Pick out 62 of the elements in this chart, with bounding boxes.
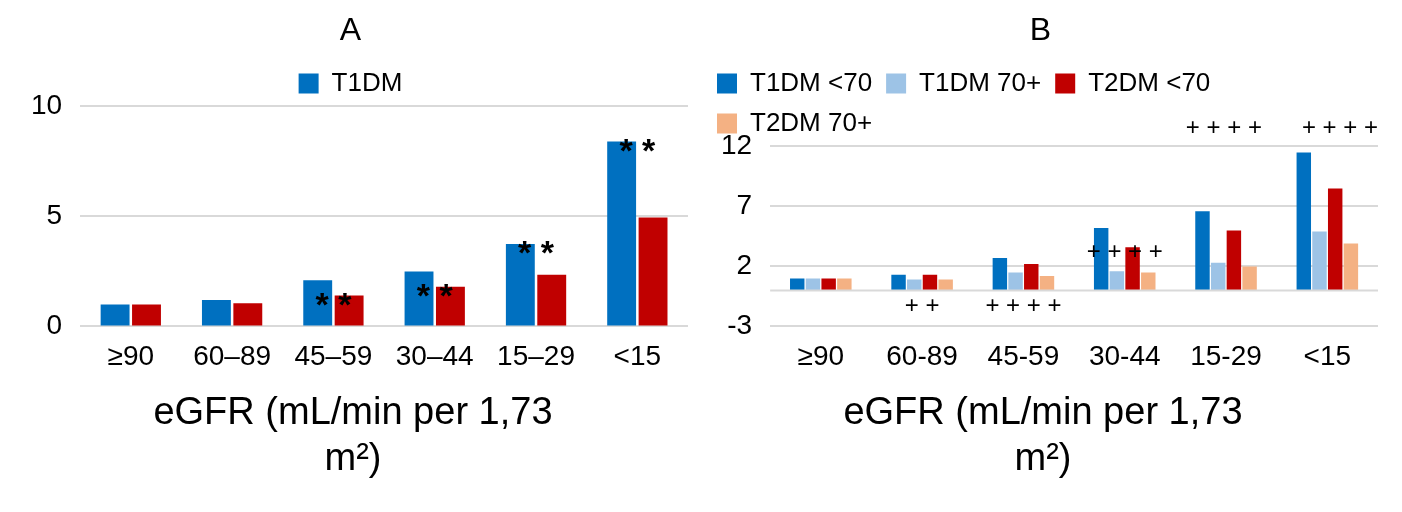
- x-axis-title: eGFR (mL/min per 1,73 m²): [152, 389, 554, 480]
- text: + + + +: [1185, 113, 1262, 141]
- x-tick-label: 15-29: [1190, 339, 1262, 371]
- bar: [638, 217, 668, 326]
- legend-label: T2DM <70: [1088, 66, 1211, 97]
- bar: [100, 304, 130, 326]
- bar: [1312, 231, 1327, 291]
- bar: [201, 300, 231, 326]
- bar: [837, 278, 852, 291]
- x-tick-label: 30-44: [1088, 339, 1161, 371]
- bar: [1109, 271, 1125, 291]
- x-tick-label: ≥90: [797, 339, 845, 371]
- bar: [1327, 188, 1343, 291]
- x-tick-label: <15: [613, 339, 662, 371]
- y-tick-label: -3: [727, 309, 753, 341]
- bar: [1343, 243, 1359, 291]
- annotation: * *: [315, 284, 353, 323]
- bar: [992, 258, 1008, 291]
- text: + + + +: [1301, 113, 1378, 141]
- legend-label: T2DM 70+: [750, 106, 873, 137]
- y-tick-label: 5: [46, 199, 63, 231]
- x-tick-label: 45–59: [294, 339, 373, 371]
- x-tick-label: 60-89: [886, 339, 958, 371]
- y-tick-label: 12: [720, 129, 753, 161]
- x-tick-label: 60–89: [193, 339, 272, 371]
- annotation: * *: [416, 275, 454, 314]
- x-tick-label: 45-59: [987, 339, 1060, 371]
- bar: [1024, 264, 1039, 291]
- bar: [505, 243, 535, 326]
- bar: [537, 274, 567, 326]
- annotation: * *: [619, 130, 657, 169]
- chart-title: B: [1029, 11, 1052, 48]
- bar: [1195, 211, 1210, 291]
- y-tick-label: 0: [46, 309, 63, 341]
- bar: [1008, 272, 1023, 291]
- legend-label: T1DM: [331, 66, 403, 97]
- legend-label: T1DM <70: [750, 66, 873, 97]
- bar: [1226, 230, 1242, 291]
- bar: [1210, 262, 1226, 291]
- legend-label: T1DM 70+: [919, 66, 1042, 97]
- bar: [1242, 266, 1257, 291]
- y-tick-label: 10: [30, 89, 63, 121]
- annotation: * *: [518, 232, 555, 271]
- bar: [821, 278, 836, 291]
- annotation: + + + +: [985, 291, 1062, 319]
- x-tick-label: 15–29: [497, 339, 575, 371]
- x-axis-title: eGFR (mL/min per 1,73 m²): [842, 389, 1244, 480]
- chart-title: A: [339, 11, 362, 48]
- y-tick-label: 7: [736, 189, 753, 221]
- bar: [132, 304, 161, 326]
- bar: [607, 141, 637, 326]
- x-tick-label: <15: [1303, 339, 1352, 371]
- bar: [233, 303, 263, 326]
- bar: [303, 280, 333, 326]
- bar: [1296, 152, 1312, 291]
- x-tick-label: ≥90: [107, 339, 155, 371]
- x-tick-label: 30–44: [395, 339, 474, 371]
- bar: [1141, 272, 1156, 291]
- annotation: + +: [904, 291, 940, 319]
- y-tick-label: 2: [736, 249, 753, 281]
- bar: [435, 286, 465, 326]
- bar: [891, 274, 906, 291]
